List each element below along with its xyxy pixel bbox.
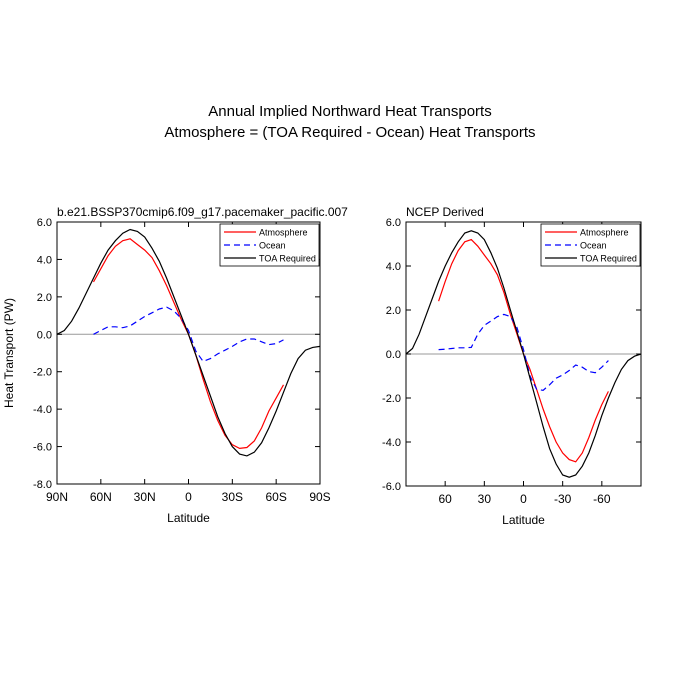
x-tick-label: 60S	[265, 490, 286, 504]
series-line-atmosphere	[92, 238, 285, 450]
x-tick-label: 30N	[134, 490, 156, 504]
y-tick-label: -6.0	[33, 442, 52, 454]
x-tick-label: 0	[185, 490, 192, 504]
y-tick-label: 6.0	[386, 217, 401, 229]
legend-label: Atmosphere	[259, 228, 308, 238]
x-axis-label: Latitude	[167, 511, 210, 525]
y-tick-label: 4.0	[37, 254, 52, 266]
y-tick-label: -4.0	[33, 404, 52, 416]
y-tick-label: -2.0	[33, 367, 52, 379]
series-line-ocean	[93, 306, 284, 363]
left-chart-panel: 90N 60N 30N 0 30S 60S 90S -8.0 -6.0 -4.0 -2.0 0.0 2.…	[2, 205, 348, 525]
x-tick-label: 90N	[46, 490, 68, 504]
x-tick-label: -30	[554, 492, 572, 506]
y-tick-label: -4.0	[382, 437, 401, 449]
x-tick-label: 60N	[90, 490, 112, 504]
right-chart-panel: 60 30 0 -30 -60 -6.0 -4.0 -2.0 0.0 2.0 4.0 6.0 NCEP …	[382, 205, 642, 527]
y-tick-label: -2.0	[382, 393, 401, 405]
y-tick-label: 0.0	[386, 349, 401, 361]
series-line-ocean	[438, 313, 609, 391]
chart-subtitle: b.e21.BSSP370cmip6.f09_g17.pacemaker_pac…	[57, 205, 348, 219]
series-line-toa-required	[56, 228, 321, 457]
y-tick-label: 6.0	[37, 217, 52, 229]
y-tick-label: 0.0	[37, 329, 52, 341]
y-tick-label: 4.0	[386, 261, 401, 273]
y-tick-label: 2.0	[37, 292, 52, 304]
legend-label: TOA Required	[580, 254, 637, 264]
x-tick-label: 60	[438, 492, 452, 506]
x-tick-label: -60	[593, 492, 611, 506]
legend-label: TOA Required	[259, 254, 316, 264]
chart-subtitle: NCEP Derived	[406, 205, 484, 219]
legend-label: Ocean	[259, 241, 286, 251]
legend-label: Ocean	[580, 241, 607, 251]
y-axis-label: Heat Transport (PW)	[2, 298, 16, 408]
y-tick-label: -8.0	[33, 479, 52, 491]
figure-title-line2: Atmosphere = (TOA Required - Ocean) Heat…	[164, 124, 535, 141]
x-tick-label: 30	[478, 492, 492, 506]
x-axis-label: Latitude	[502, 513, 545, 527]
x-tick-label: 0	[520, 492, 527, 506]
series-line-toa-required	[405, 230, 642, 478]
x-tick-label: 30S	[222, 490, 243, 504]
y-tick-label: 2.0	[386, 305, 401, 317]
legend-label: Atmosphere	[580, 228, 629, 238]
y-tick-label: -6.0	[382, 481, 401, 493]
figure-title-line1: Annual Implied Northward Heat Transports	[208, 103, 491, 120]
x-tick-label: 90S	[309, 490, 330, 504]
